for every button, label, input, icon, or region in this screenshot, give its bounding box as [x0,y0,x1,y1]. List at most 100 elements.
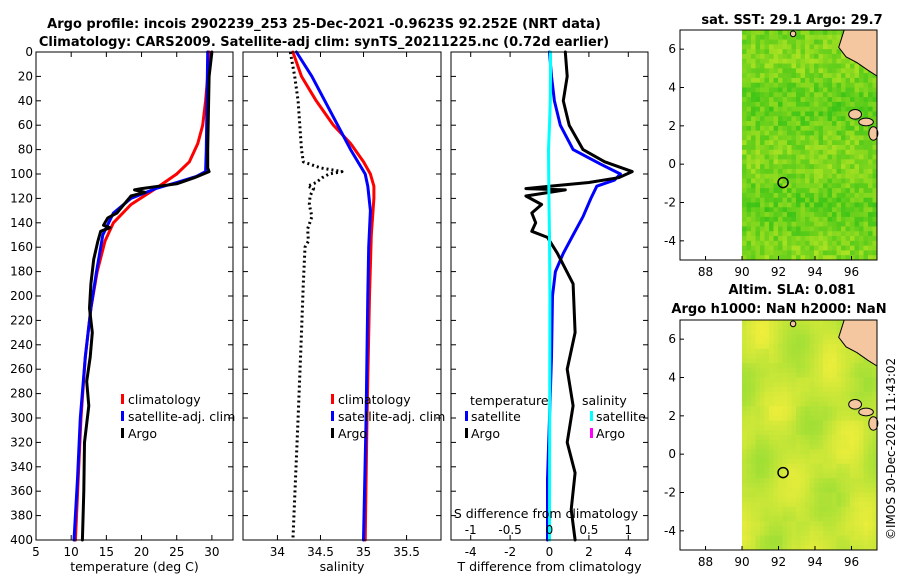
sst-heat-cell [760,68,765,74]
sst-heat-cell [746,39,752,45]
sla-heat-cell [782,478,788,484]
sla-heat-cell [805,425,810,431]
sla-heat-cell [859,487,864,493]
sst-heat-cell [760,44,765,50]
sla-heat-cell [850,420,855,426]
sla-heat-cell [791,502,797,508]
sla-heat-cell [818,526,824,532]
sst-heat-cell [841,168,846,175]
sla-heat-cell [809,526,815,532]
sst-heat-cell [791,140,797,146]
sla-heat-cell [791,516,797,522]
sla-heat-cell [746,430,752,436]
sst-heat-cell [814,135,819,141]
sla-heat-cell [742,334,747,340]
sst-heat-cell [818,154,824,160]
sst-heat-cell [782,240,788,247]
sst-heat-cell [787,221,792,227]
sst-heat-cell [746,97,752,103]
sst-heat-cell [836,245,842,251]
sst-heat-cell [845,250,851,256]
sla-heat-cell [805,420,810,426]
sla-heat-cell [805,535,810,541]
sst-heat-cell [746,121,752,127]
sst-heat-cell [827,226,833,232]
sla-heat-cell [751,526,756,532]
sla-heat-cell [809,367,815,374]
sla-heat-cell [778,430,783,436]
sst-heat-cell [796,197,801,203]
sst-heat-cell [823,39,828,45]
sst-heat-cell [809,202,815,208]
sla-heat-cell [796,463,801,469]
sst-heat-cell [764,58,770,64]
sla-heat-cell [760,545,765,551]
sst-heat-cell [832,73,837,79]
sla-heat-cell [836,516,842,522]
sla-heat-cell [814,363,819,369]
sst-heat-cell [751,245,756,251]
sla-heat-cell [778,391,783,398]
sla-heat-cell [800,415,806,422]
sst-heat-cell [755,44,761,50]
sla-heat-cell [823,387,828,393]
sla-heat-cell [845,435,851,441]
diff-xtick-label: 0 [546,545,554,559]
sla-heat-cell [760,511,765,517]
sst-heat-cell [773,92,779,98]
sst-heat-cell [755,183,761,189]
sst-heat-cell [814,183,819,189]
sla-heat-cell [791,343,797,350]
sla-heat-cell [836,439,842,445]
sst-heat-cell [854,121,860,127]
sla-heat-cell [854,530,860,537]
sst-heat-cell [782,58,788,64]
sla-heat-cell [755,463,761,469]
sst-heat-cell [751,87,756,93]
sst-heat-cell [746,111,752,117]
sst-heat-cell [836,178,842,184]
sst-heat-cell [850,97,855,103]
sst-heat-cell [769,145,774,151]
sst-heat-cell [863,216,869,223]
sst-heat-cell [841,77,846,84]
sst-heat-cell [836,226,842,232]
sla-heat-cell [868,458,873,465]
sst-heat-cell [787,68,792,74]
sla-heat-cell [769,348,774,354]
sla-heat-cell [832,458,837,465]
sst-heat-cell [746,192,752,199]
sla-heat-cell [755,516,761,522]
sla-map-title-line1: Altim. SLA: 0.081 [729,283,856,298]
sst-heat-cell [746,135,752,141]
sst-heat-cell [863,240,869,247]
sla-heat-cell [850,463,855,469]
sst-heat-cell [764,236,770,242]
sst-heat-cell [854,135,860,141]
sst-heat-cell [751,140,756,146]
sst-heat-cell [845,58,851,64]
sst-heat-cell [809,145,815,151]
sst-heat-cell [827,44,833,50]
sla-heat-cell [859,382,864,388]
sla-heat-cell [836,502,842,508]
sla-heat-cell [863,430,869,436]
sla-heat-cell [868,526,873,532]
sla-argo-marker [777,466,789,479]
sst-heat-cell [751,173,756,179]
sla-heat-cell [760,444,765,450]
sst-heat-cell [778,192,783,199]
sla-heat-cell [845,463,851,469]
sla-heat-cell [836,530,842,537]
sla-heat-cell [832,377,837,383]
sst-heat-cell [742,125,747,132]
sst-heat-cell [760,255,765,261]
sst-heat-cell [742,39,747,45]
sla-heat-cell [863,526,869,532]
sla-heat-cell [868,492,873,498]
sla-heat-cell [778,439,783,445]
sla-heat-cell [796,411,801,417]
temp-ytick-label: 120 [10,191,33,205]
sst-heat-cell [836,168,842,175]
sst-heat-cell [746,202,752,208]
